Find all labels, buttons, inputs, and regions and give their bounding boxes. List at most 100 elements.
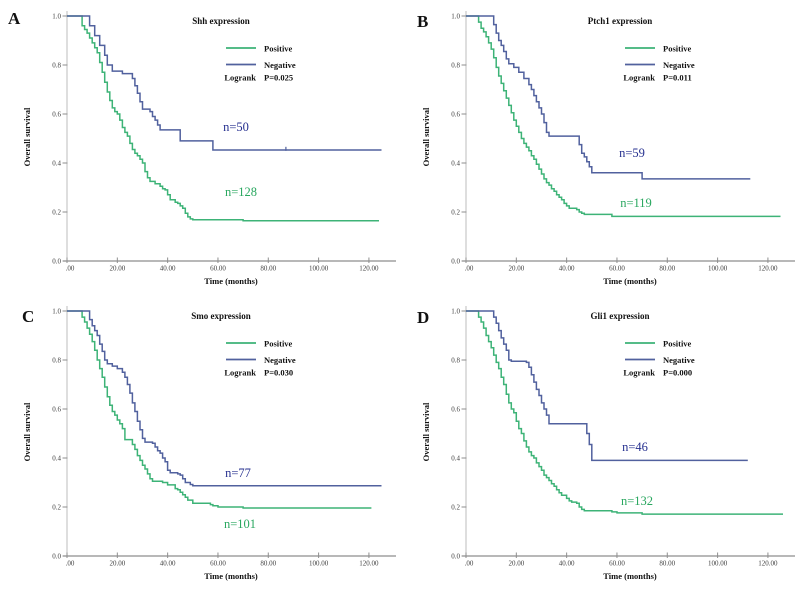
legend-label-negative: Negative: [264, 355, 296, 365]
positive-n-label: n=128: [225, 185, 257, 199]
km-panel-b: 0.0 0.2 0.4 0.6 0.8 1.0 .00 20.00 40.00 60.00 80.0…: [399, 0, 799, 295]
y-tick-label: 1.0: [52, 307, 61, 315]
km-plot-shh: 0.0 0.2 0.4 0.6 0.8 1.0 .00 20.00 40.00 60.00 80.0…: [22, 11, 396, 286]
negative-n-label: n=59: [619, 146, 645, 160]
y-tick-label: 1.0: [451, 12, 460, 20]
x-tick-label: 20.00: [508, 560, 524, 568]
x-tick-label: 60.00: [210, 560, 226, 568]
negative-survival-curve: [67, 310, 382, 487]
logrank-label: Logrank: [224, 73, 256, 83]
logrank-p-value: P=0.000: [663, 368, 692, 378]
x-tick-label: 80.00: [659, 265, 675, 273]
y-tick-label: 0.2: [52, 208, 61, 216]
y-tick-label: 0.6: [451, 405, 460, 413]
negative-n-label: n=50: [223, 120, 249, 134]
y-tick-label: 0.4: [451, 159, 460, 167]
panel-letter-a: A: [8, 9, 21, 28]
x-tick-label: 60.00: [609, 265, 625, 273]
legend-label-negative: Negative: [264, 60, 296, 70]
negative-n-label: n=77: [225, 466, 251, 480]
y-tick-label: 1.0: [451, 307, 460, 315]
x-tick-label: 80.00: [260, 265, 276, 273]
x-axis-title: Time (months): [603, 571, 657, 581]
logrank-p-value: P=0.011: [663, 73, 692, 83]
logrank-p-value: P=0.030: [264, 368, 293, 378]
positive-n-label: n=119: [620, 196, 652, 210]
y-tick-label: 0.8: [451, 61, 460, 69]
x-tick-label: 120.00: [758, 560, 778, 568]
legend-label-positive: Positive: [264, 339, 293, 349]
y-tick-label: 0.6: [52, 110, 61, 118]
logrank-p-value: P=0.025: [264, 73, 293, 83]
negative-survival-curve: [466, 310, 748, 462]
y-axis-title: Overall survival: [22, 402, 32, 461]
y-axis-title: Overall survival: [421, 107, 431, 166]
x-tick-label: 120.00: [758, 265, 778, 273]
y-tick-label: 0.4: [52, 159, 61, 167]
x-tick-label: 40.00: [160, 265, 176, 273]
y-tick-label: 0.8: [451, 356, 460, 364]
x-tick-label: 40.00: [160, 560, 176, 568]
legend-label-positive: Positive: [663, 44, 692, 54]
chart-title: Smo expression: [191, 311, 251, 321]
positive-n-label: n=132: [621, 494, 653, 508]
panel-letter-d: D: [417, 308, 430, 327]
x-tick-label: 60.00: [609, 560, 625, 568]
logrank-label: Logrank: [224, 368, 256, 378]
logrank-label: Logrank: [623, 73, 655, 83]
y-tick-label: 0.4: [52, 454, 61, 462]
x-tick-label: .00: [66, 560, 75, 568]
x-axis-title: Time (months): [603, 276, 657, 286]
y-tick-label: 1.0: [52, 12, 61, 20]
y-axis-title: Overall survival: [421, 402, 431, 461]
positive-survival-curve: [466, 310, 783, 515]
chart-title: Gli1 expression: [590, 311, 649, 321]
x-tick-label: 40.00: [559, 265, 575, 273]
positive-survival-curve: [466, 15, 781, 218]
x-axis-title: Time (months): [204, 276, 258, 286]
y-axis-title: Overall survival: [22, 107, 32, 166]
positive-survival-curve: [67, 310, 372, 509]
y-tick-label: 0.6: [52, 405, 61, 413]
legend-label-positive: Positive: [663, 339, 692, 349]
y-tick-label: 0.0: [52, 257, 61, 265]
y-tick-label: 0.2: [451, 503, 460, 511]
chart-title: Shh expression: [192, 16, 250, 26]
x-tick-label: .00: [465, 560, 474, 568]
y-tick-label: 0.2: [52, 503, 61, 511]
legend-label-negative: Negative: [663, 355, 695, 365]
x-tick-label: 80.00: [659, 560, 675, 568]
y-tick-label: 0.0: [451, 257, 460, 265]
x-tick-label: 40.00: [559, 560, 575, 568]
panel-letter-b: B: [417, 12, 429, 31]
legend-label-negative: Negative: [663, 60, 695, 70]
y-tick-label: 0.0: [52, 552, 61, 560]
negative-survival-curve: [466, 15, 751, 180]
positive-survival-curve: [67, 15, 379, 222]
km-panel-c: 0.0 0.2 0.4 0.6 0.8 1.0 .00 20.00 40.00 60.00 80.0…: [0, 295, 400, 590]
x-axis-title: Time (months): [204, 571, 258, 581]
chart-title: Ptch1 expression: [588, 16, 653, 26]
x-tick-label: 100.00: [309, 265, 329, 273]
y-tick-label: 0.8: [52, 61, 61, 69]
x-tick-label: 60.00: [210, 265, 226, 273]
x-tick-label: 120.00: [359, 560, 379, 568]
y-tick-label: 0.4: [451, 454, 460, 462]
km-plot-smo: 0.0 0.2 0.4 0.6 0.8 1.0 .00 20.00 40.00 60.00 80.0…: [22, 306, 396, 581]
negative-survival-curve: [67, 15, 382, 151]
positive-n-label: n=101: [224, 517, 256, 531]
km-panel-a: 0.0 0.2 0.4 0.6 0.8 1.0 .00 20.00 40.00 60.00 80.0…: [0, 0, 400, 295]
y-tick-label: 0.0: [451, 552, 460, 560]
x-tick-label: 80.00: [260, 560, 276, 568]
panel-letter-c: C: [22, 307, 35, 326]
y-tick-label: 0.2: [451, 208, 460, 216]
x-tick-label: 20.00: [109, 560, 125, 568]
x-tick-label: 100.00: [708, 560, 728, 568]
legend-label-positive: Positive: [264, 44, 293, 54]
logrank-label: Logrank: [623, 368, 655, 378]
x-tick-label: 120.00: [359, 265, 379, 273]
x-tick-label: .00: [66, 265, 75, 273]
x-tick-label: 20.00: [508, 265, 524, 273]
y-tick-label: 0.6: [451, 110, 460, 118]
